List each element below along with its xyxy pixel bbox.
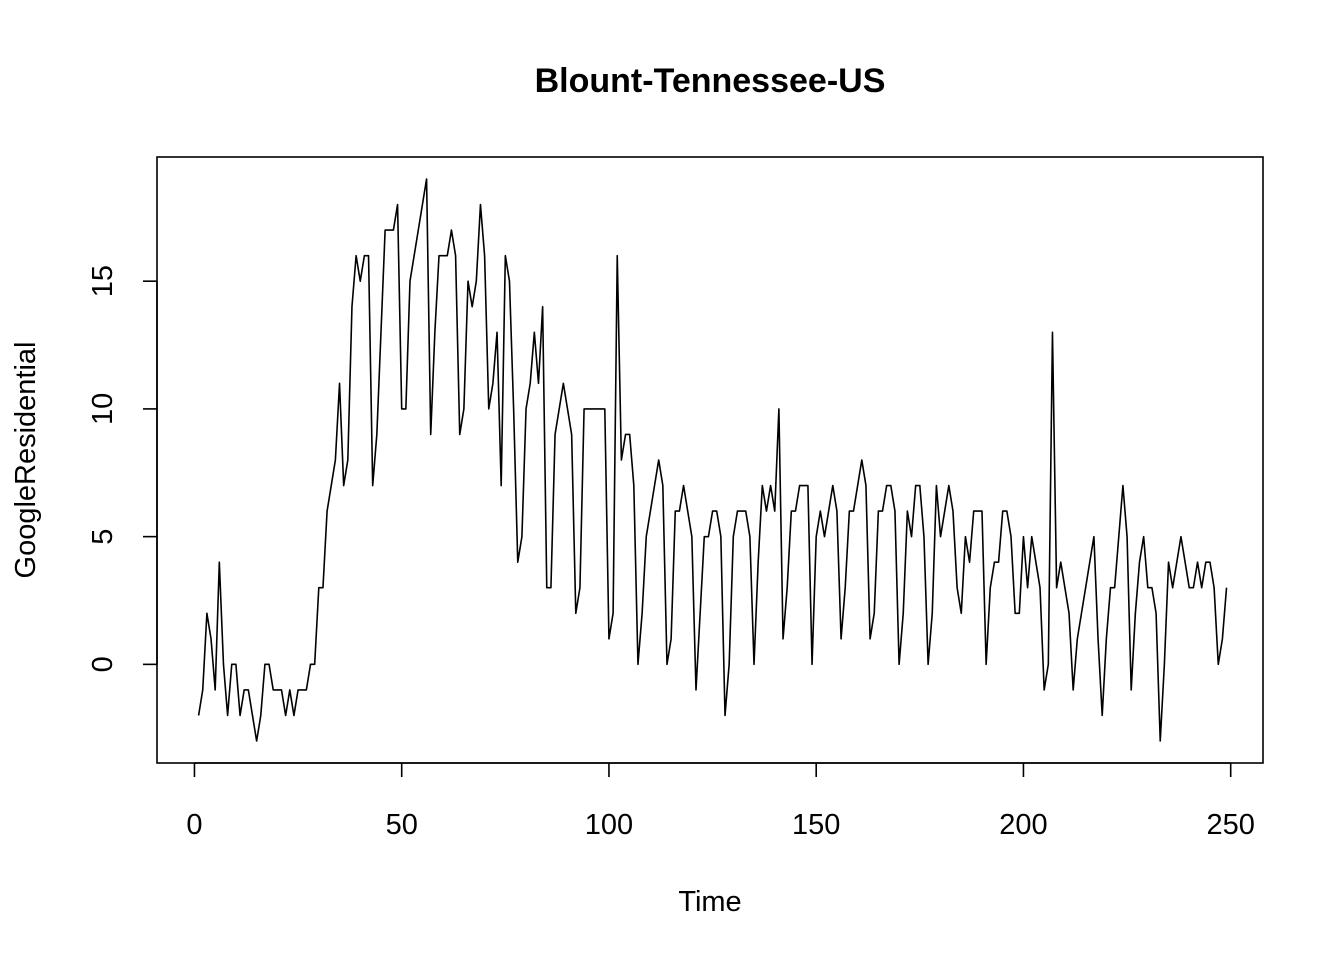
y-tick-label: 15 <box>87 265 119 297</box>
x-tick-label: 0 <box>186 809 202 841</box>
x-tick-label: 200 <box>999 809 1047 841</box>
y-axis: 0 5 10 15 <box>87 265 158 672</box>
x-tick-label: 150 <box>792 809 840 841</box>
x-axis-label: Time <box>678 886 741 918</box>
x-tick-label: 50 <box>386 809 418 841</box>
y-tick-label: 10 <box>87 393 119 425</box>
y-axis-label: GoogleResidential <box>10 342 42 579</box>
chart-title: Blount-Tennessee-US <box>535 62 886 100</box>
x-tick-label: 250 <box>1206 809 1254 841</box>
series-line <box>197 178 1228 742</box>
plot-frame <box>156 156 1264 764</box>
x-axis: 0 50 100 150 200 250 <box>186 762 1255 841</box>
y-tick-label: 0 <box>87 656 119 672</box>
x-tick-label: 100 <box>585 809 633 841</box>
y-tick-label: 5 <box>87 529 119 545</box>
